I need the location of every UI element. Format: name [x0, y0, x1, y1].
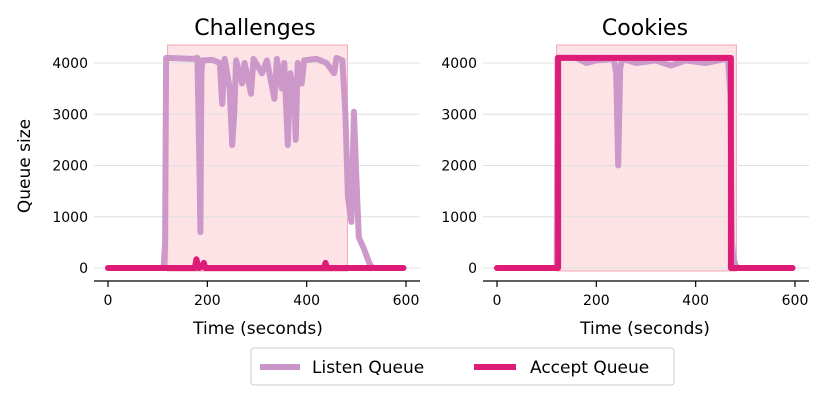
x-axis-label: Time (seconds): [579, 319, 710, 339]
y-tick-label: 0: [468, 261, 477, 277]
y-tick-label: 0: [79, 261, 88, 277]
y-axis-label: Queue size: [15, 119, 35, 213]
series-line-accept-queue: [105, 256, 407, 271]
y-tick-label: 1000: [52, 210, 88, 226]
x-tick-label: 600: [393, 293, 420, 309]
x-tick-label: 0: [104, 293, 113, 309]
y-tick-label: 2000: [441, 159, 477, 175]
attack-window-shade: [556, 44, 737, 272]
chart-title: Challenges: [194, 16, 315, 41]
chart-panel-cookies: Cookies Time (seconds) 01000200030004000…: [441, 16, 809, 339]
x-tick-label: 400: [682, 293, 709, 309]
chart-panel-challenges: Challenges Queue size Time (seconds) 0 10…: [15, 16, 420, 339]
x-tick-label: 600: [782, 293, 809, 309]
y-tick-label: 3000: [441, 107, 477, 123]
x-tick-label: 200: [194, 293, 221, 309]
y-tick-label: 2000: [52, 159, 88, 175]
legend: Listen Queue Accept Queue: [250, 347, 675, 386]
chart-title: Cookies: [602, 16, 688, 41]
legend-label-listen: Listen Queue: [312, 358, 424, 378]
x-tick-label: 200: [583, 293, 610, 309]
series-line-accept-queue: [494, 54, 796, 271]
y-tick-label: 4000: [52, 56, 88, 72]
x-tick-label: 0: [493, 293, 502, 309]
x-tick-label: 400: [293, 293, 320, 309]
legend-frame: [250, 347, 675, 386]
y-tick-label: 3000: [52, 107, 88, 123]
series-line-listen-queue: [105, 54, 376, 271]
attack-window-shade: [167, 44, 348, 272]
legend-label-accept: Accept Queue: [530, 358, 649, 378]
y-tick-label: 4000: [441, 56, 477, 72]
x-axis-label: Time (seconds): [192, 319, 323, 339]
y-tick-label: 1000: [441, 210, 477, 226]
